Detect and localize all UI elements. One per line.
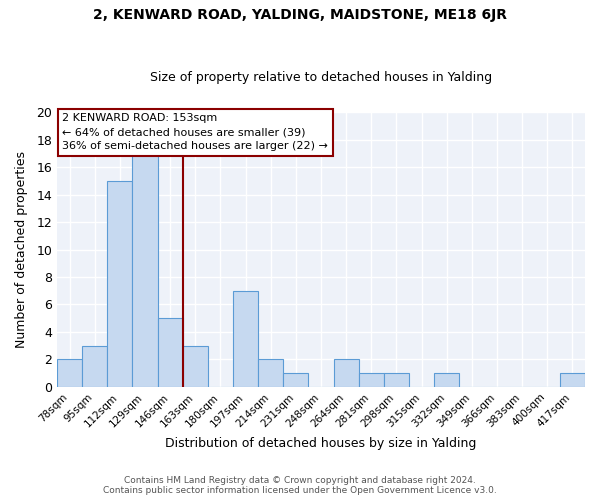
Title: Size of property relative to detached houses in Yalding: Size of property relative to detached ho…	[150, 72, 492, 85]
X-axis label: Distribution of detached houses by size in Yalding: Distribution of detached houses by size …	[166, 437, 477, 450]
Bar	[107, 181, 133, 387]
Bar	[334, 360, 359, 387]
Bar	[158, 318, 183, 387]
Text: 2, KENWARD ROAD, YALDING, MAIDSTONE, ME18 6JR: 2, KENWARD ROAD, YALDING, MAIDSTONE, ME1…	[93, 8, 507, 22]
Y-axis label: Number of detached properties: Number of detached properties	[15, 151, 28, 348]
Bar	[359, 373, 384, 387]
Bar	[560, 373, 585, 387]
Bar	[183, 346, 208, 387]
Bar	[258, 360, 283, 387]
Bar	[133, 154, 158, 387]
Bar	[82, 346, 107, 387]
Bar	[283, 373, 308, 387]
Text: Contains HM Land Registry data © Crown copyright and database right 2024.
Contai: Contains HM Land Registry data © Crown c…	[103, 476, 497, 495]
Bar	[233, 290, 258, 387]
Bar	[434, 373, 460, 387]
Text: 2 KENWARD ROAD: 153sqm
← 64% of detached houses are smaller (39)
36% of semi-det: 2 KENWARD ROAD: 153sqm ← 64% of detached…	[62, 114, 328, 152]
Bar	[384, 373, 409, 387]
Bar	[57, 360, 82, 387]
